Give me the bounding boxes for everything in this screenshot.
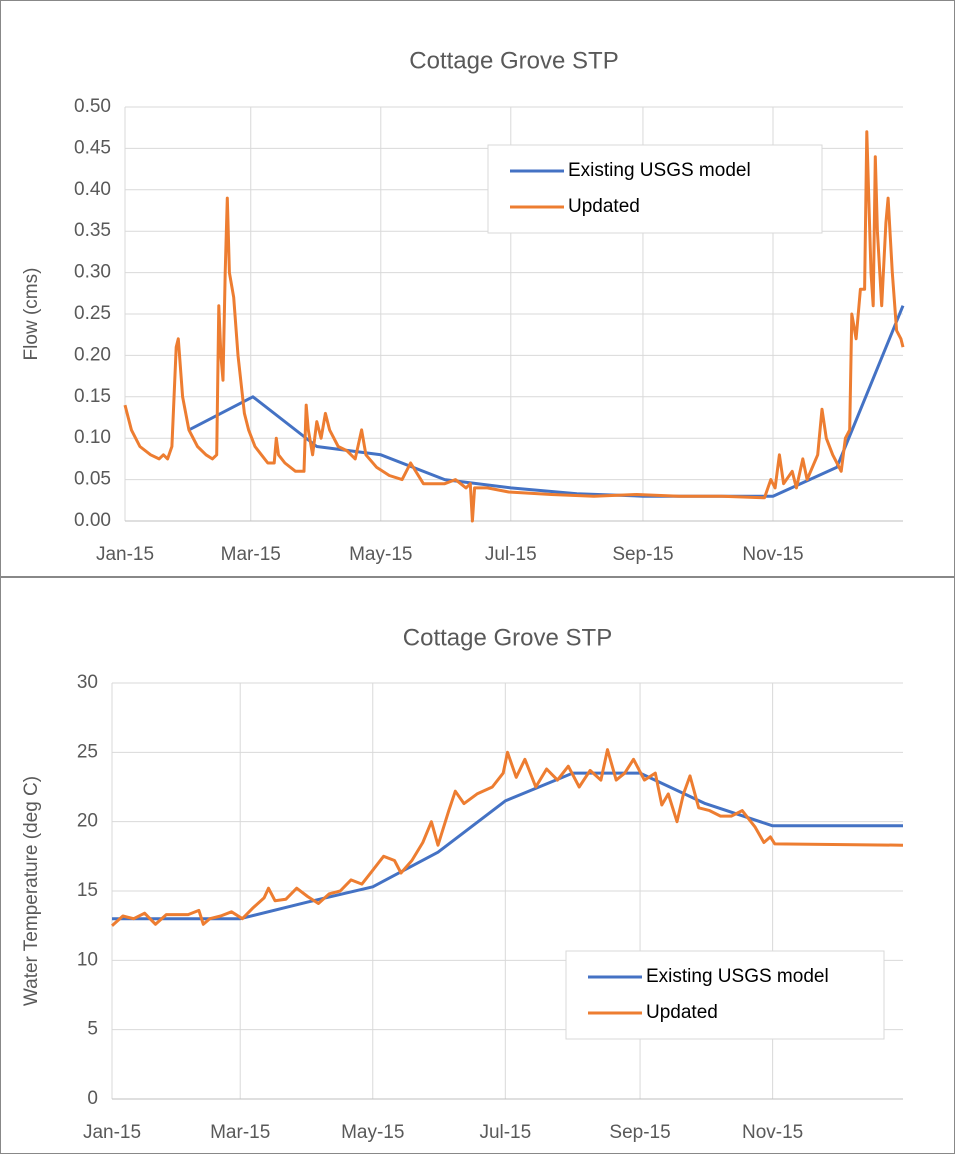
y-tick-label: 25: [77, 741, 98, 762]
y-axis-label: Flow (cms): [21, 268, 42, 361]
chart: Cottage Grove STP Flow (cms) 0.00 0.05 0.10 0…: [0, 0, 955, 577]
chart-frame: [0, 0, 955, 577]
y-tick-label: 30: [77, 672, 98, 693]
chart-title: Cottage Grove STP: [403, 624, 612, 651]
legend-box: [487, 144, 823, 234]
y-axis-label: Water Temperature (deg C): [21, 776, 42, 1006]
y-tick-label: 15: [77, 880, 98, 901]
legend-label: Existing USGS model: [568, 160, 751, 181]
x-tick-label: Nov-15: [742, 544, 803, 565]
legend-label: Updated: [568, 196, 640, 217]
y-tick-label: 0: [87, 1088, 98, 1109]
chart-frame: [0, 577, 955, 1154]
legend: Existing USGS model Updated: [565, 950, 885, 1040]
chart: Cottage Grove STP Water Temperature (deg …: [0, 577, 955, 1154]
legend-label: Updated: [646, 1002, 718, 1023]
x-tick-label: Nov-15: [742, 1122, 803, 1143]
legend-box: [565, 950, 885, 1040]
x-tick-label: Mar-15: [221, 544, 281, 565]
x-tick-label: Mar-15: [210, 1122, 270, 1143]
y-tick-label: 0.45: [74, 137, 111, 158]
legend: Existing USGS model Updated: [487, 144, 823, 234]
chart-title: Cottage Grove STP: [409, 47, 618, 74]
legend-label: Existing USGS model: [646, 966, 829, 987]
x-tick-label: Sep-15: [612, 544, 673, 565]
y-tick-label: 0.15: [74, 386, 111, 407]
x-tick-label: May-15: [349, 544, 412, 565]
x-tick-label: Jan-15: [96, 544, 154, 565]
data-line: [111, 748, 904, 927]
data-line: [123, 130, 905, 523]
y-tick-label: 10: [77, 949, 98, 970]
y-tick-label: 5: [87, 1019, 98, 1040]
x-tick-label: May-15: [341, 1122, 404, 1143]
y-tick-label: 20: [77, 811, 98, 832]
y-tick-label: 0.10: [74, 427, 111, 448]
y-tick-label: 0.25: [74, 303, 111, 324]
x-tick-label: Jan-15: [83, 1122, 141, 1143]
y-tick-label: 0.05: [74, 469, 111, 490]
x-tick-label: Jul-15: [485, 544, 537, 565]
x-tick-label: Jul-15: [479, 1122, 531, 1143]
y-tick-label: 0.30: [74, 262, 111, 283]
data-line: [112, 771, 903, 921]
y-tick-label: 0.20: [74, 344, 111, 365]
y-tick-label: 0.40: [74, 179, 111, 200]
y-tick-label: 0.50: [74, 96, 111, 117]
x-tick-label: Sep-15: [609, 1122, 670, 1143]
y-tick-label: 0.00: [74, 510, 111, 531]
y-tick-label: 0.35: [74, 220, 111, 241]
